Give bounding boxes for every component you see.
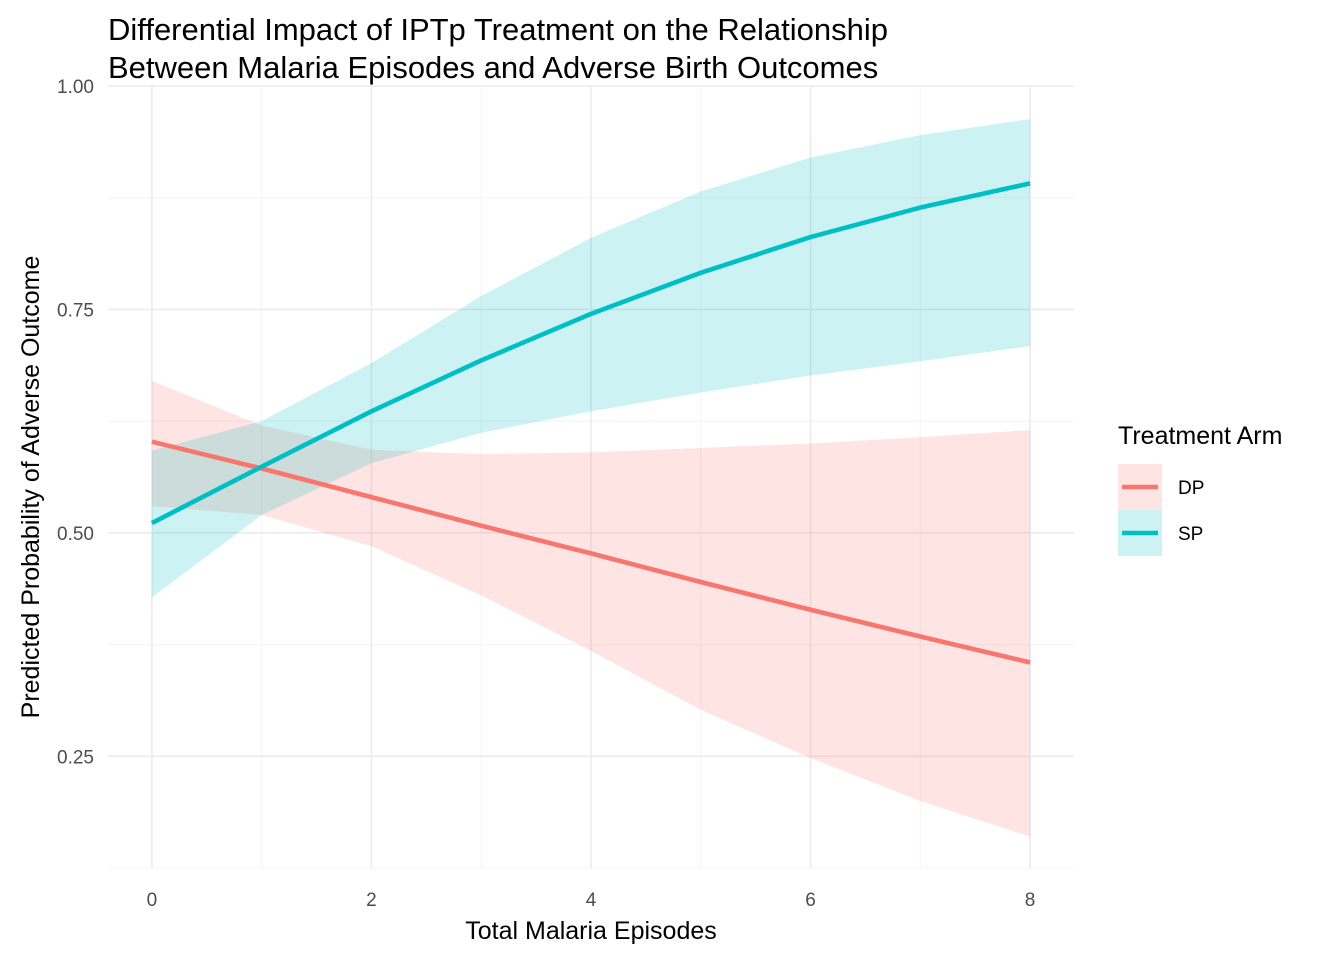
legend: Treatment Arm DP SP (1118, 422, 1282, 556)
legend-item-sp: SP (1118, 510, 1203, 556)
legend-title: Treatment Arm (1118, 422, 1282, 450)
y-tick-label: 1.00 (57, 77, 94, 98)
series-line-sp (150, 181, 1031, 526)
legend-label-dp: DP (1178, 478, 1204, 499)
y-tick-label: 0.50 (57, 524, 94, 545)
legend-label-sp: SP (1178, 524, 1203, 545)
grid (108, 85, 1074, 869)
y-axis-title: Predicted Probability of Adverse Outcome (17, 256, 45, 719)
x-tick-label: 0 (147, 890, 158, 911)
chart-title: Differential Impact of IPTp Treatment on… (108, 12, 888, 85)
series-line-dp (151, 439, 1031, 665)
legend-keys: DP SP (1118, 464, 1204, 556)
axis-tick-labels: 0 2 4 6 8 0.25 0.50 0.75 1.00 (57, 77, 1035, 911)
x-axis-title: Total Malaria Episodes (465, 917, 717, 945)
x-tick-label: 4 (586, 890, 597, 911)
legend-item-dp: DP (1118, 464, 1204, 510)
chart-title-line-2: Between Malaria Episodes and Adverse Bir… (108, 50, 878, 85)
x-tick-label: 8 (1025, 890, 1036, 911)
x-tick-label: 6 (805, 890, 816, 911)
series-lines (150, 181, 1031, 665)
y-tick-label: 0.25 (57, 747, 94, 768)
chart-title-line-1: Differential Impact of IPTp Treatment on… (108, 12, 888, 47)
y-tick-label: 0.75 (57, 300, 94, 321)
x-tick-label: 2 (366, 890, 377, 911)
